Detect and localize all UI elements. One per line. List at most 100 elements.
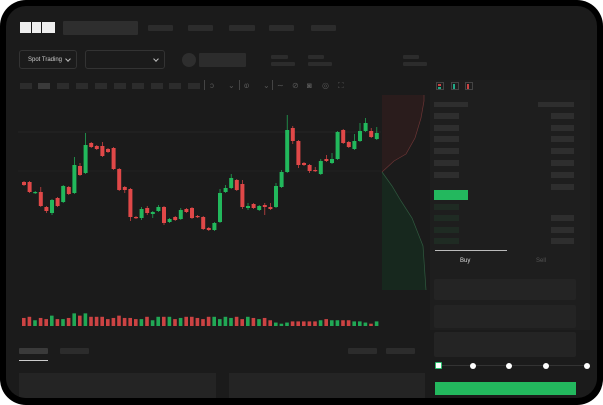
filter-button[interactable] <box>386 348 415 354</box>
line-icon[interactable]: ∼ <box>277 81 284 90</box>
slider-step[interactable] <box>584 363 590 369</box>
volume-bar <box>369 323 373 326</box>
volume-bar <box>178 317 183 326</box>
orderbook-asks-icon[interactable] <box>465 82 473 90</box>
indicator-icon[interactable]: ↄ <box>210 81 214 90</box>
depth-asks-area <box>382 95 424 172</box>
depth-asks-line <box>381 95 425 173</box>
volume-bar <box>374 321 379 326</box>
fullscreen-icon[interactable]: ⛶ <box>338 81 344 90</box>
slider-step[interactable] <box>543 363 549 369</box>
stat-label <box>308 55 324 59</box>
nav-item[interactable] <box>229 25 255 31</box>
spot-trading-dropdown[interactable]: Spot Trading <box>19 50 77 69</box>
interval-button[interactable] <box>95 83 107 89</box>
nav-item[interactable] <box>148 25 173 31</box>
volume-bar <box>358 321 362 326</box>
nav-item[interactable] <box>311 25 336 31</box>
candle-body <box>162 207 166 223</box>
tab-sell[interactable]: Sell <box>536 258 547 264</box>
volume-bar <box>290 321 295 326</box>
settings-icon[interactable]: ◎ <box>322 81 329 90</box>
ruler-icon[interactable]: ⊘ <box>292 81 299 90</box>
candle-body <box>44 207 49 211</box>
slider-handle[interactable] <box>435 362 442 369</box>
candle-body <box>212 223 217 230</box>
candle-body <box>369 131 374 137</box>
candle-body <box>94 146 99 149</box>
candle-body <box>257 206 262 210</box>
candle-body <box>38 192 43 206</box>
price-input[interactable] <box>434 279 576 300</box>
interval-button[interactable] <box>151 83 163 89</box>
amount-input[interactable] <box>434 305 576 328</box>
candle-body <box>66 187 71 194</box>
candle-body <box>61 186 66 202</box>
candle-body <box>240 184 245 207</box>
bid-amount <box>551 215 574 221</box>
candle-body <box>218 193 222 222</box>
ask-amount <box>551 172 574 178</box>
slider-step[interactable] <box>470 363 476 369</box>
orderbook-both-icon[interactable] <box>436 82 444 90</box>
candle-body <box>296 141 301 165</box>
interval-button[interactable] <box>20 83 32 89</box>
volume-bar <box>128 317 132 326</box>
candle-body <box>274 186 278 207</box>
search-bar[interactable] <box>63 21 138 35</box>
nav-item[interactable] <box>188 25 213 31</box>
volume-bar <box>279 323 284 326</box>
chevron-down-icon[interactable]: ⌄ <box>228 81 235 90</box>
ask-amount <box>551 184 574 190</box>
orderbook-bids-icon[interactable] <box>451 82 459 90</box>
volume-bar <box>346 320 351 326</box>
volume-bar <box>251 317 256 326</box>
tab-order-history[interactable] <box>60 348 89 354</box>
camera-icon[interactable]: ◙ <box>307 81 312 90</box>
volume-bar <box>268 320 272 326</box>
chart-type-icon[interactable]: ⱷ <box>244 81 250 90</box>
chevron-down-icon[interactable]: ⌄ <box>263 81 270 90</box>
candle-body <box>223 188 228 192</box>
candle-body <box>285 130 290 172</box>
volume-bar <box>335 320 340 326</box>
slider-track[interactable] <box>438 365 588 366</box>
depth-bids-line <box>381 171 427 291</box>
candle-body <box>50 200 54 213</box>
nav-item[interactable] <box>269 25 294 31</box>
interval-button[interactable] <box>132 83 144 89</box>
stat-label <box>403 55 419 59</box>
interval-button[interactable] <box>57 83 69 89</box>
volume-bar <box>324 319 328 326</box>
active-tab-indicator <box>19 360 48 361</box>
volume-bar <box>330 320 334 326</box>
filter-button[interactable] <box>348 348 377 354</box>
volume-bar <box>274 322 278 326</box>
candle-body <box>83 145 88 173</box>
interval-button-active[interactable] <box>38 83 50 89</box>
slider-step[interactable] <box>506 363 512 369</box>
buy-button[interactable] <box>435 382 576 395</box>
candle-body <box>27 182 32 192</box>
tab-buy[interactable]: Buy <box>460 258 471 264</box>
interval-button[interactable] <box>76 83 88 89</box>
volume-bar <box>22 317 26 326</box>
volume-bar <box>139 319 144 326</box>
candlestick-chart[interactable] <box>6 6 597 398</box>
ask-price <box>434 148 459 154</box>
stat-value <box>308 62 332 66</box>
volume-bar <box>302 321 306 326</box>
interval-button[interactable] <box>169 83 181 89</box>
volume-bar <box>285 322 289 326</box>
total-input[interactable] <box>434 332 576 357</box>
bid-amount <box>551 238 574 244</box>
pair-dropdown[interactable] <box>85 50 165 69</box>
volume-bar <box>257 319 261 326</box>
tab-open-orders[interactable] <box>19 348 48 354</box>
candle-body <box>358 131 362 141</box>
candle-body <box>302 163 306 165</box>
interval-button[interactable] <box>114 83 126 89</box>
candle-body <box>335 132 340 159</box>
okx-logo[interactable] <box>20 22 55 33</box>
interval-button[interactable] <box>188 83 200 89</box>
